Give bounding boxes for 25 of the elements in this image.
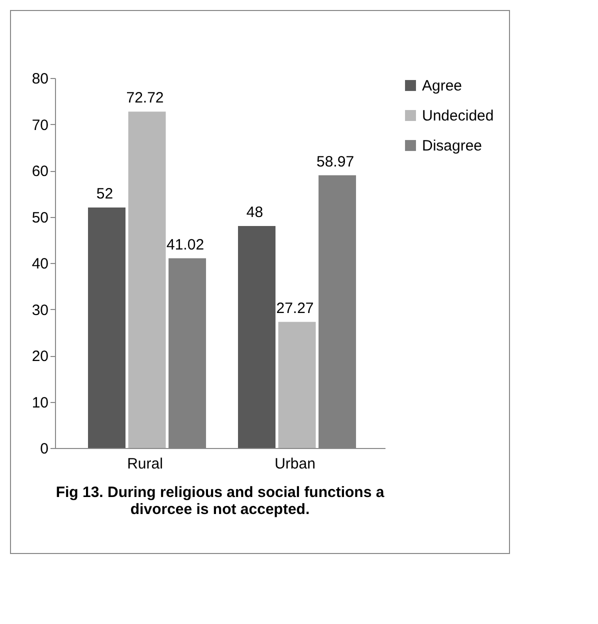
y-tick-label: 60 xyxy=(32,163,48,180)
bar xyxy=(128,112,166,448)
legend-label: Agree xyxy=(422,78,462,94)
y-tick-label: 20 xyxy=(32,348,48,365)
data-label: 52 xyxy=(96,186,114,202)
bar xyxy=(278,322,316,448)
data-label: 72.72 xyxy=(126,90,164,107)
y-tick-label: 70 xyxy=(32,116,48,134)
bar xyxy=(238,226,276,448)
y-tick-label: 0 xyxy=(40,440,48,458)
text: Fig 13. During religious and social functions a divorcee is not accepted. xyxy=(56,484,385,518)
legend-label: Undecided xyxy=(422,108,494,124)
x-tick-label: Urban xyxy=(274,456,316,472)
y-tick-label: 40 xyxy=(32,256,48,272)
data-label: 27.27 xyxy=(276,300,314,317)
data-label: 48 xyxy=(246,204,264,221)
data-label: 58.97 xyxy=(316,153,354,170)
y-tick-label: 10 xyxy=(32,394,48,412)
data-label: 41.02 xyxy=(166,236,204,254)
legend-label: Disagree xyxy=(422,138,482,154)
bar xyxy=(88,208,126,448)
y-tick-label: 30 xyxy=(32,302,48,319)
y-tick-label: 80 xyxy=(32,70,48,88)
y-tick-label: 50 xyxy=(32,209,48,226)
x-tick-label: Rural xyxy=(127,456,163,472)
